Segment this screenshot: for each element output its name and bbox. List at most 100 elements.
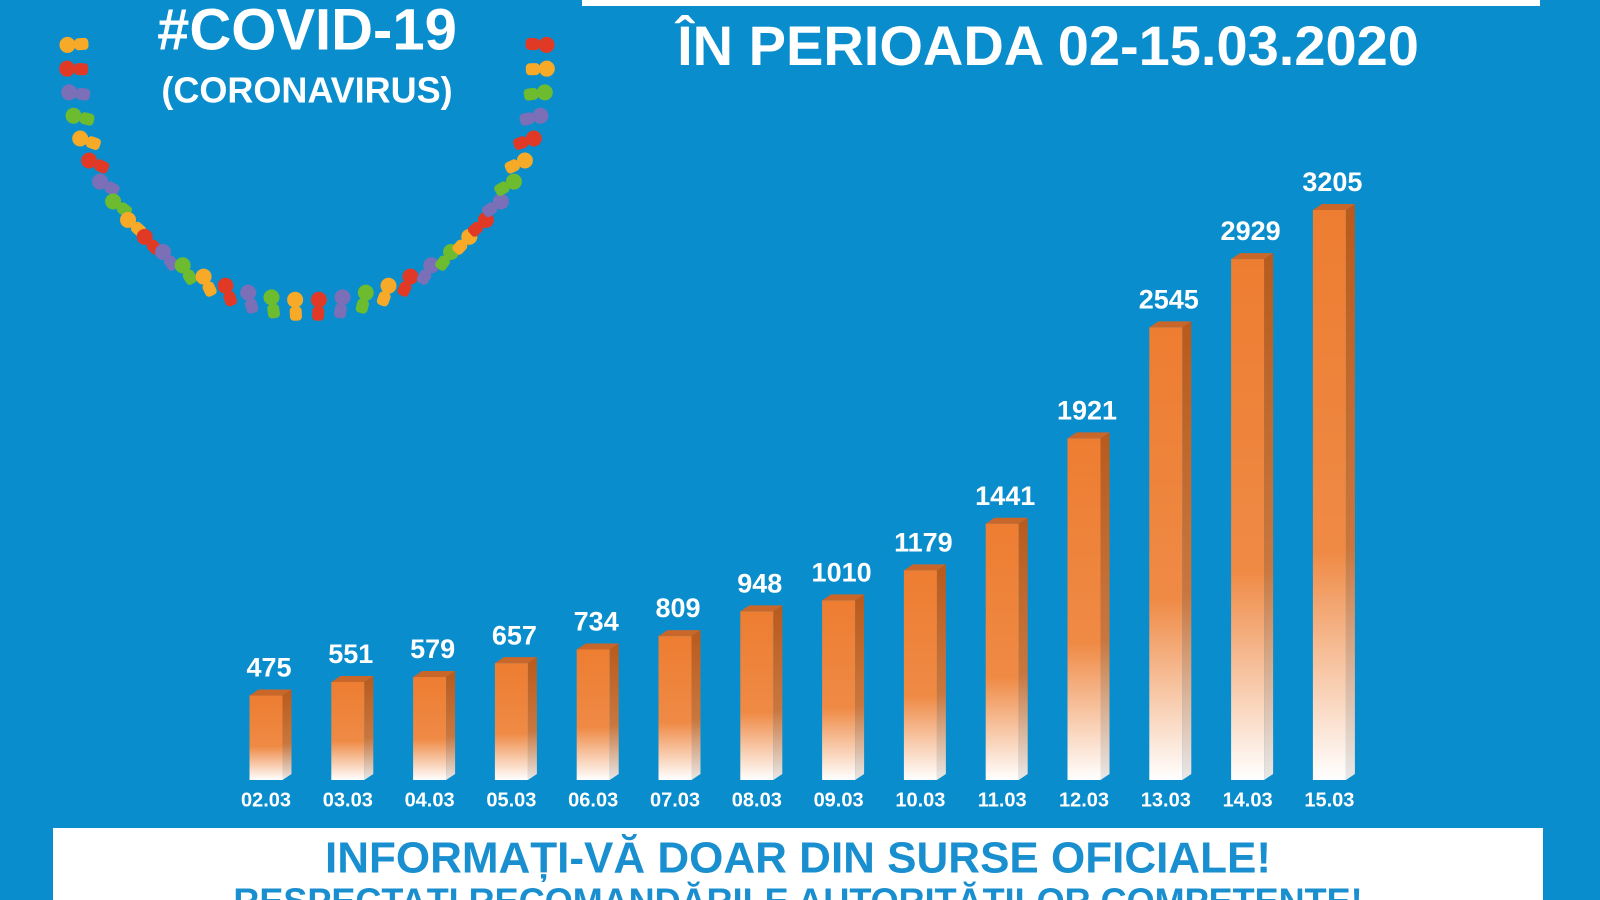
x-tick-label: 02.03 [241, 789, 291, 811]
bar [822, 600, 856, 780]
bar [576, 649, 610, 780]
figure-head [240, 284, 257, 301]
figure-head [217, 277, 234, 294]
bar-side [936, 564, 946, 780]
value-label: 551 [328, 639, 373, 669]
figure-body [452, 239, 468, 255]
figure-body [416, 269, 432, 285]
figure-body [334, 303, 347, 319]
bar [1312, 210, 1346, 780]
figure-head [120, 211, 137, 228]
figure-body [94, 159, 110, 174]
figure-body [481, 202, 498, 218]
figure-head [423, 257, 440, 274]
figure-head [357, 284, 374, 301]
x-tick-label: 03.03 [323, 789, 373, 811]
figure-body [267, 303, 280, 319]
figure-body [504, 159, 520, 174]
figure-head [61, 84, 78, 101]
figure-body [519, 112, 535, 126]
bar-top [1231, 253, 1274, 260]
value-label: 1010 [812, 557, 872, 587]
figure-head [92, 173, 109, 190]
bar [494, 663, 528, 780]
figure-head [380, 277, 397, 294]
figure-head [505, 173, 522, 190]
bar-side [773, 605, 783, 780]
value-label: 657 [492, 620, 537, 650]
x-tick-label: 06.03 [568, 789, 618, 811]
figure-head [174, 257, 191, 274]
figure-body [79, 112, 95, 126]
figure-body [85, 136, 101, 150]
figure-body [467, 221, 484, 237]
bar-side [1018, 517, 1028, 780]
figure-body [74, 63, 89, 76]
value-label: 579 [410, 634, 455, 664]
figure-head [402, 268, 419, 285]
bar-top [658, 630, 701, 637]
figure-head [136, 228, 153, 245]
x-tick-label: 09.03 [814, 789, 864, 811]
value-label: 948 [737, 569, 782, 599]
footer-line: INFORMAȚI-VĂ DOAR DIN SURSE OFICIALE! [325, 833, 1271, 883]
bar-side [1264, 253, 1274, 780]
bar [331, 682, 365, 780]
bar-top [985, 517, 1028, 524]
bar-side [1100, 432, 1110, 780]
bar-side [446, 671, 456, 780]
bar-top [822, 594, 865, 601]
bar-side [364, 676, 374, 780]
bar [1231, 259, 1265, 780]
figure-body [494, 181, 510, 196]
logo-title: #COVID-19 [157, 0, 457, 62]
figure-head [525, 130, 542, 147]
value-label: 809 [655, 593, 700, 623]
figure-head [154, 243, 171, 260]
figure-head [263, 289, 280, 306]
bar-top [903, 564, 946, 571]
figure-body [289, 306, 302, 321]
x-tick-label: 15.03 [1304, 789, 1354, 811]
figure-head [536, 84, 553, 101]
figure-body [223, 291, 238, 307]
bar-top [331, 676, 374, 683]
figure-body [312, 306, 325, 321]
x-tick-label: 04.03 [405, 789, 455, 811]
bar-side [1345, 204, 1355, 780]
value-label: 2929 [1221, 216, 1281, 246]
logo-subtitle: (CORONAVIRUS) [161, 70, 452, 111]
bar-side [855, 594, 865, 780]
figure-body [244, 298, 259, 314]
figure-body [435, 255, 451, 271]
bar [249, 695, 283, 780]
figure-head [538, 60, 555, 77]
figure-head [538, 36, 555, 53]
figure-body [202, 281, 217, 297]
bar [658, 636, 692, 780]
x-tick-label: 13.03 [1141, 789, 1191, 811]
bar-top [1312, 204, 1355, 210]
footer-panel [53, 828, 1543, 900]
figure-body [525, 63, 540, 76]
chart-title: ÎN PERIOADA 02-15.03.2020 [674, 14, 1419, 77]
bar-side [609, 643, 619, 780]
figure-head [310, 291, 327, 308]
figure-head [492, 193, 509, 210]
figure-head [81, 152, 98, 169]
footer-line: RESPECTAȚI RECOMANDĂRILE AUTORITĂȚILOR C… [233, 881, 1362, 900]
figure-head [532, 107, 549, 124]
bar-top [576, 643, 619, 650]
figure-body [104, 181, 120, 196]
value-label: 1441 [975, 481, 1035, 511]
figure-body [75, 87, 91, 101]
figure-body [355, 298, 370, 314]
figure-body [523, 87, 539, 101]
value-label: 734 [574, 607, 619, 637]
bar-top [1067, 432, 1110, 439]
figure-body [397, 281, 412, 297]
bar-top [494, 657, 537, 664]
value-label: 475 [246, 653, 291, 683]
